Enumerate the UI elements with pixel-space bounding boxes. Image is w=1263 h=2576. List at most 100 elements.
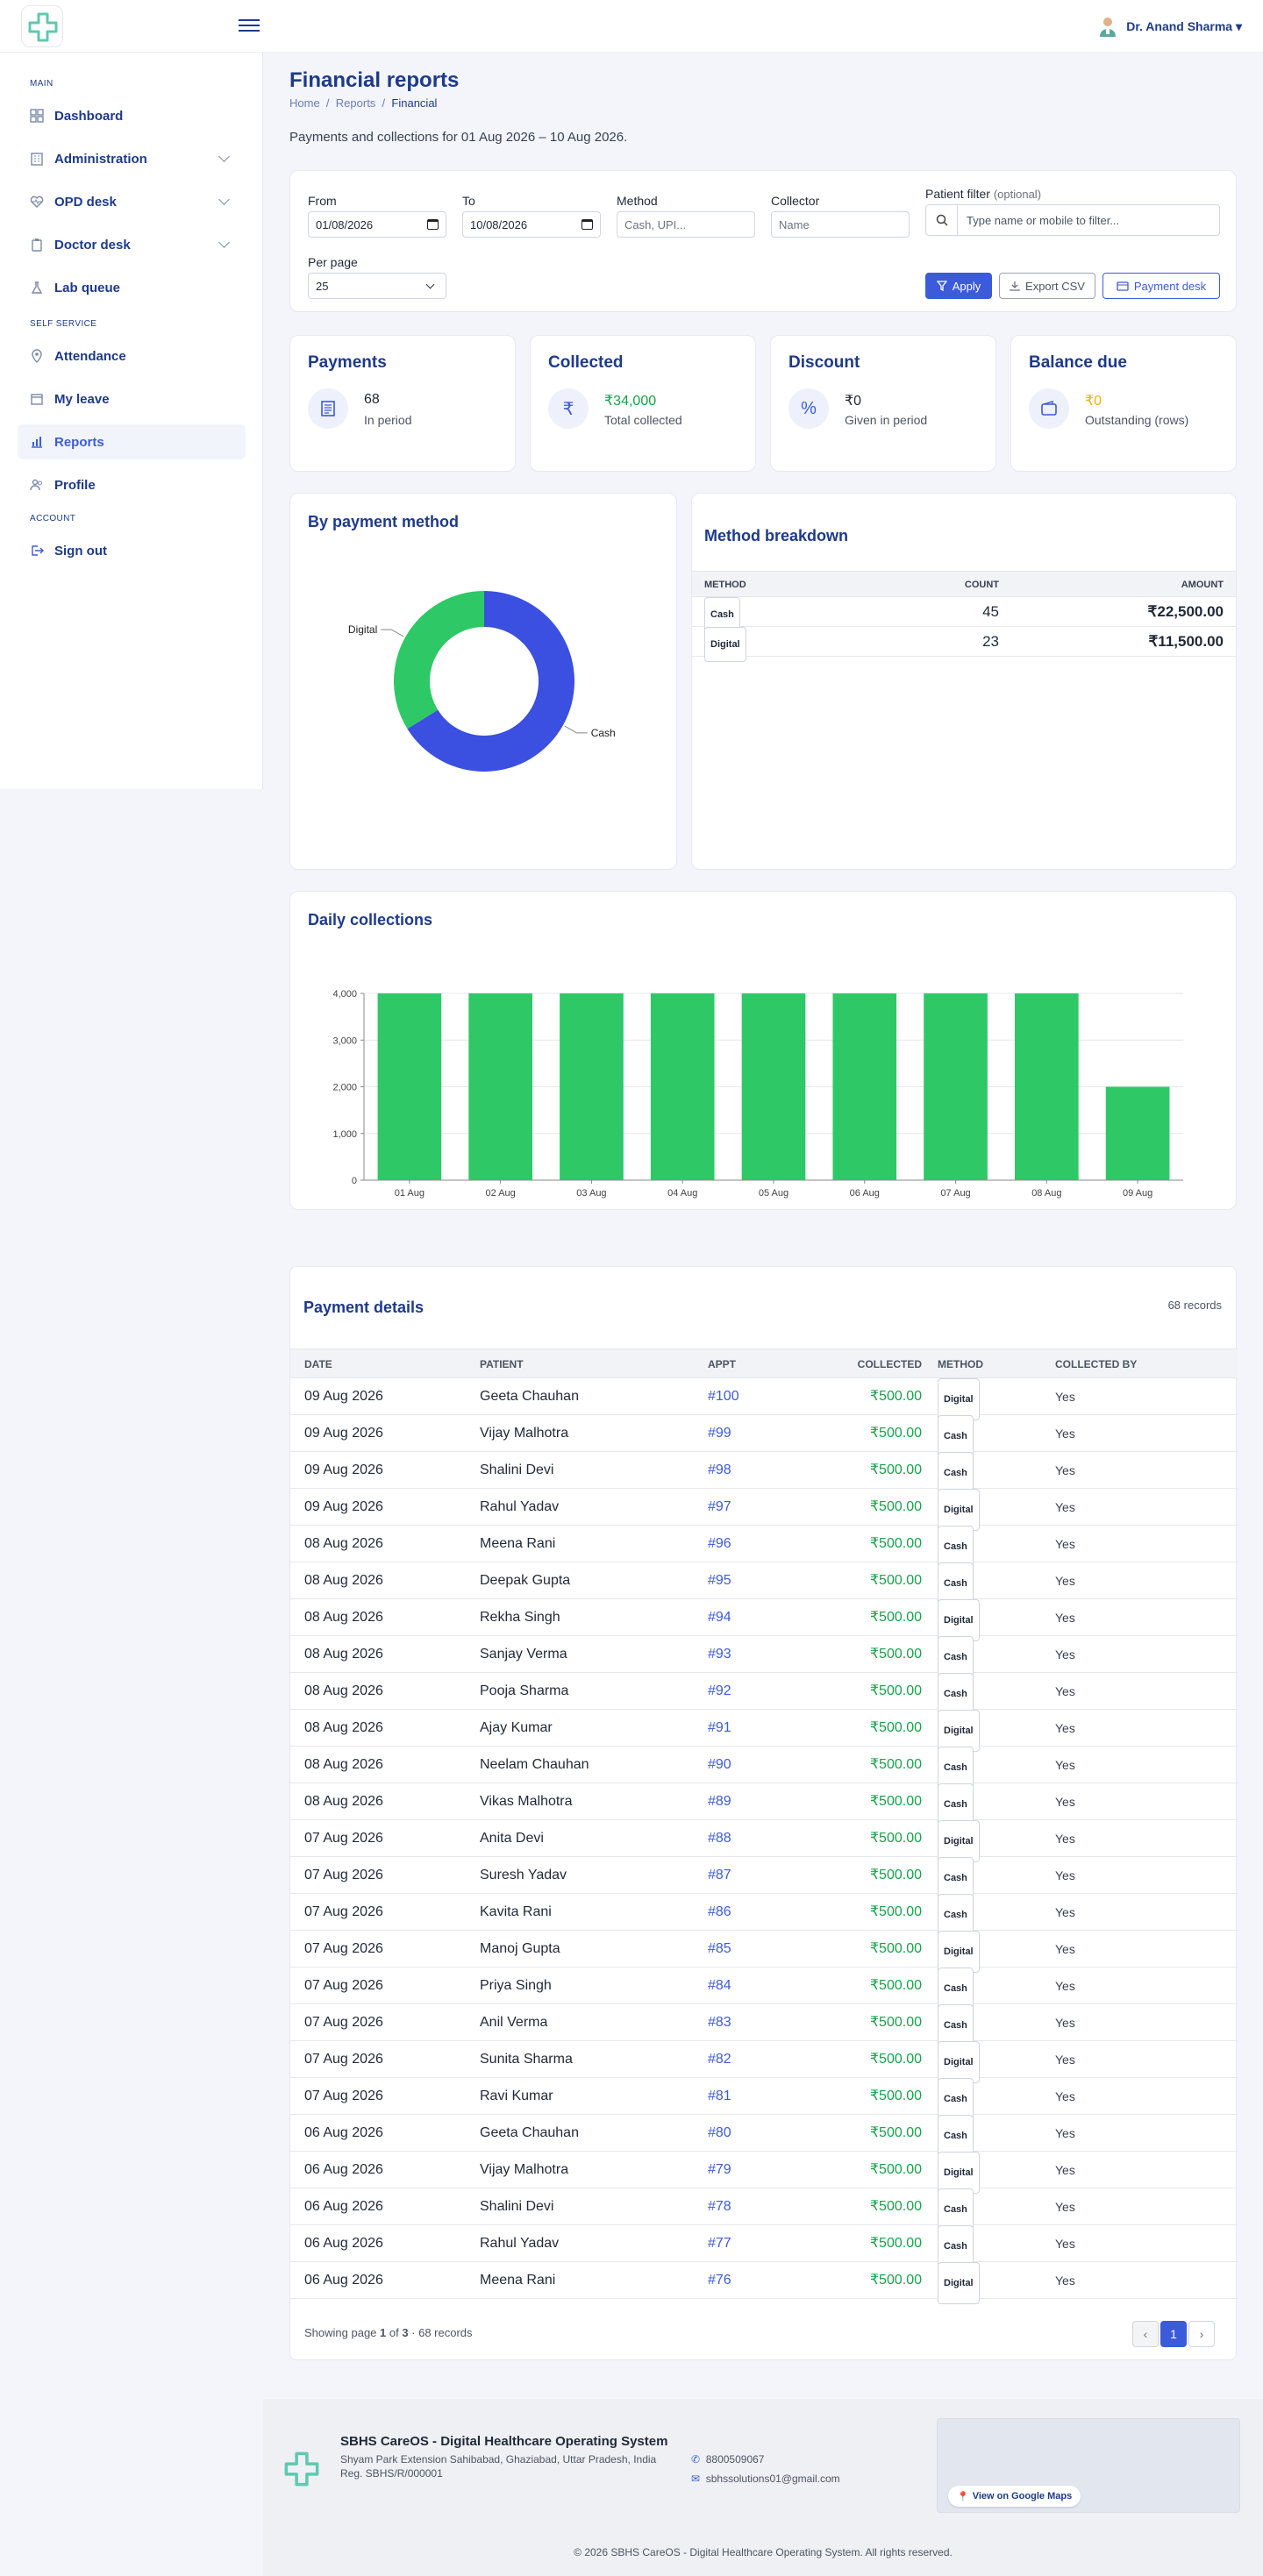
menu-toggle-icon[interactable] <box>239 16 260 35</box>
breakdown-header: METHOD COUNT AMOUNT <box>692 571 1236 597</box>
appointment-link[interactable]: #77 <box>708 2236 731 2251</box>
heart-pulse-icon <box>30 195 44 209</box>
donut-slice-cash[interactable] <box>407 591 574 772</box>
cell-patient: Neelam Chauhan <box>480 1757 589 1772</box>
cell-patient: Vijay Malhotra <box>480 1426 569 1441</box>
export-csv-button[interactable]: Export CSV <box>999 273 1095 299</box>
sidebar-item-reports[interactable]: Reports <box>18 424 246 459</box>
appointment-link[interactable]: #95 <box>708 1573 731 1588</box>
sidebar-item-dashboard[interactable]: Dashboard <box>18 98 246 133</box>
section-self-service: SELF SERVICE <box>30 319 97 329</box>
method-tag: Digital <box>938 2152 980 2194</box>
cell-date: 07 Aug 2026 <box>304 1831 383 1846</box>
appointment-link[interactable]: #97 <box>708 1499 731 1514</box>
appointment-link[interactable]: #91 <box>708 1720 731 1735</box>
table-row: 07 Aug 2026 Priya Singh #84 ₹500.00 Cash Yes <box>290 1968 1238 2010</box>
appointment-link[interactable]: #86 <box>708 1904 731 1919</box>
bar-02-aug[interactable] <box>468 993 532 1180</box>
appointment-link[interactable]: #81 <box>708 2089 731 2103</box>
from-date-input[interactable]: 01/08/2026 <box>308 211 446 238</box>
bar-07-aug[interactable] <box>924 993 988 1180</box>
apply-button[interactable]: Apply <box>925 273 992 299</box>
appointment-link[interactable]: #76 <box>708 2273 731 2288</box>
email-value[interactable]: sbhssolutions01@gmail.com <box>705 2473 840 2485</box>
logo[interactable] <box>21 5 63 47</box>
summary-page: 1 <box>380 2326 387 2339</box>
appointment-link[interactable]: #96 <box>708 1536 731 1551</box>
bar-06-aug[interactable] <box>832 993 897 1180</box>
cell-date: 06 Aug 2026 <box>304 2199 383 2214</box>
collector-input[interactable]: Name <box>771 211 910 238</box>
y-tick-label: 2,000 <box>332 1083 357 1093</box>
sidebar-item-profile[interactable]: Profile <box>18 467 246 502</box>
appointment-link[interactable]: #90 <box>708 1757 731 1772</box>
payment-desk-button[interactable]: Payment desk <box>1102 273 1220 299</box>
breakdown-row: Digital 23 ₹11,500.00 <box>692 627 1236 662</box>
cell-collected-by: Yes <box>1055 1463 1075 1477</box>
breadcrumb-home[interactable]: Home <box>289 96 320 110</box>
breadcrumb-separator: / <box>382 96 386 110</box>
user-menu[interactable]: Dr. Anand Sharma ▾ <box>1098 16 1242 37</box>
prev-page-button[interactable]: ‹ <box>1132 2321 1159 2347</box>
sidebar-item-administration[interactable]: Administration <box>18 141 246 176</box>
donut-slice-digital[interactable] <box>393 591 484 729</box>
calendar-icon[interactable] <box>582 219 593 230</box>
table-row: 07 Aug 2026 Manoj Gupta #85 ₹500.00 Digital Y… <box>290 1931 1238 1973</box>
appointment-link[interactable]: #94 <box>708 1610 731 1625</box>
appointment-link[interactable]: #78 <box>708 2199 731 2214</box>
cell-date: 07 Aug 2026 <box>304 1904 383 1919</box>
bar-08-aug[interactable] <box>1015 993 1079 1180</box>
sidebar-item-attendance[interactable]: Attendance <box>18 338 246 374</box>
appointment-link[interactable]: #100 <box>708 1389 739 1404</box>
cell-amount: ₹500.00 <box>869 1720 922 1735</box>
bar-01-aug[interactable] <box>377 993 442 1180</box>
appointment-link[interactable]: #84 <box>708 1978 731 1993</box>
to-date-input[interactable]: 10/08/2026 <box>462 211 601 238</box>
x-tick-label: 02 Aug <box>486 1188 516 1199</box>
cell-patient: Vikas Malhotra <box>480 1794 573 1809</box>
details-title: Payment details <box>303 1299 425 1316</box>
appointment-link[interactable]: #82 <box>708 2052 731 2067</box>
view-map-button[interactable]: 📍 View on Google Maps <box>948 2486 1081 2507</box>
bar-03-aug[interactable] <box>560 993 624 1180</box>
cell-patient: Sunita Sharma <box>480 2052 573 2067</box>
sidebar-item-doctor-desk[interactable]: Doctor desk <box>18 227 246 262</box>
per-page-select[interactable]: 25 <box>308 273 446 299</box>
appointment-link[interactable]: #83 <box>708 2015 731 2030</box>
cell-date: 06 Aug 2026 <box>304 2125 383 2140</box>
appointment-link[interactable]: #92 <box>708 1683 731 1698</box>
building-icon <box>30 152 44 166</box>
appointment-link[interactable]: #79 <box>708 2162 731 2177</box>
y-tick-label: 4,000 <box>332 989 357 1000</box>
patient-search-input[interactable]: Type name or mobile to filter... <box>925 204 1220 236</box>
appointment-link[interactable]: #80 <box>708 2125 731 2140</box>
map-embed[interactable]: 📍 View on Google Maps <box>937 2418 1240 2513</box>
cell-collected-by: Yes <box>1055 2237 1075 2251</box>
appointment-link[interactable]: #93 <box>708 1647 731 1662</box>
bar-09-aug[interactable] <box>1105 1086 1170 1181</box>
rupee-icon: ₹ <box>548 388 589 429</box>
sidebar-item-opd-desk[interactable]: OPD desk <box>18 184 246 219</box>
bar-04-aug[interactable] <box>650 993 715 1180</box>
bar-05-aug[interactable] <box>741 993 806 1180</box>
appointment-link[interactable]: #85 <box>708 1941 731 1956</box>
appointment-link[interactable]: #89 <box>708 1794 731 1809</box>
appointment-link[interactable]: #98 <box>708 1462 731 1477</box>
filter-icon <box>936 281 947 291</box>
sidebar-item-lab-queue[interactable]: Lab queue <box>18 270 246 305</box>
cell-date: 08 Aug 2026 <box>304 1573 383 1588</box>
method-input[interactable]: Cash, UPI... <box>617 211 755 238</box>
calendar-icon[interactable] <box>427 219 439 230</box>
method-tag: Cash <box>938 2004 974 2046</box>
appointment-link[interactable]: #99 <box>708 1426 731 1441</box>
breakdown-row: Cash 45 ₹22,500.00 <box>692 597 1236 632</box>
y-tick-label: 3,000 <box>332 1035 357 1046</box>
appointment-link[interactable]: #87 <box>708 1868 731 1882</box>
cell-collected-by: Yes <box>1055 1795 1075 1809</box>
page-1-button[interactable]: 1 <box>1160 2321 1187 2347</box>
sidebar-item-my-leave[interactable]: My leave <box>18 381 246 416</box>
breadcrumb-reports[interactable]: Reports <box>335 96 376 110</box>
appointment-link[interactable]: #88 <box>708 1831 731 1846</box>
sidebar-item-sign-out[interactable]: Sign out <box>18 533 246 568</box>
next-page-button[interactable]: › <box>1188 2321 1215 2347</box>
